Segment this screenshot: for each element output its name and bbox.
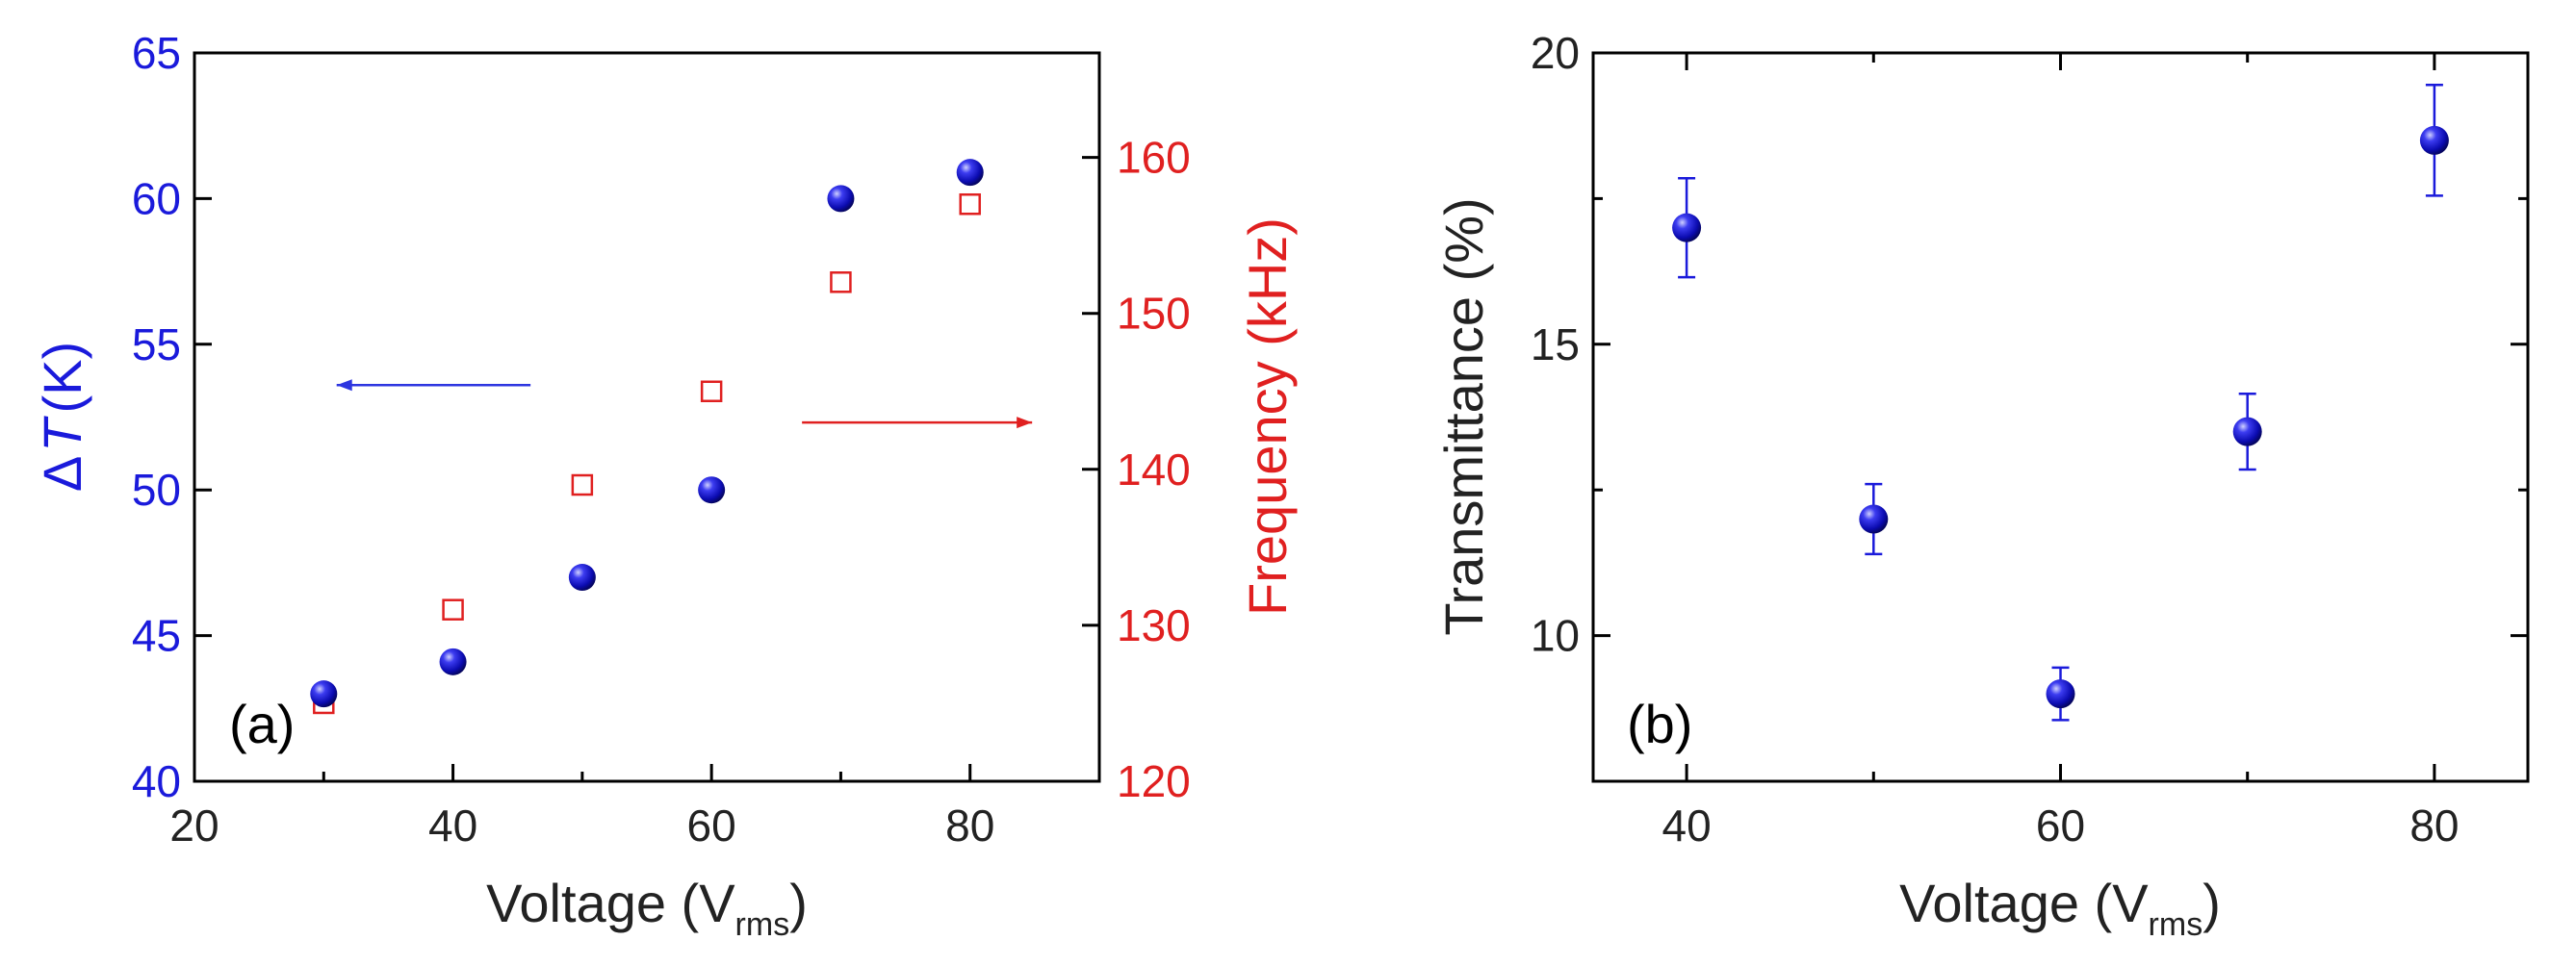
panel-a-delta-t-series: [310, 159, 984, 708]
panel-a-delta-t-point: [956, 159, 984, 187]
panel-a-annotations: [336, 379, 1033, 429]
panel-b-transmittance-series: [1672, 84, 2449, 722]
panel-b-y-ticks: 10 15 20: [1531, 28, 2528, 661]
panel-a-x-tick-label: 40: [428, 801, 477, 851]
panel-a-right-y-ticks: 120 130 140 150 160: [1082, 133, 1191, 806]
panel-a-delta-t-point: [568, 564, 596, 592]
panel-b-x-ticks: 40 60 80: [1662, 53, 2459, 851]
panel-a-left-y-tick-label: 40: [132, 756, 181, 806]
panel-b-y-tick-label: 10: [1531, 611, 1580, 661]
panel-a-frequency-point: [830, 271, 852, 293]
panel-a-delta-t-point: [310, 680, 338, 708]
panel-b-transmittance-point: [2046, 679, 2075, 709]
panel-a-arrow-head: [336, 379, 352, 392]
panel-a-x-tick-label: 60: [687, 801, 736, 851]
panel-a-delta-t-point: [698, 476, 726, 504]
panel-b-transmittance-point: [1672, 213, 1702, 242]
panel-a-delta-t-point: [439, 648, 467, 675]
panel-a-frequency-point: [442, 598, 464, 621]
panel-b-chart: 40 60 80 10 15 20 (b) Voltage (Vrms) Transmi…: [1433, 28, 2530, 943]
panel-a-frequency-point: [700, 380, 723, 403]
panel-a-x-axis-title: Voltage (Vrms): [486, 873, 808, 943]
panel-a-left-y-tick-label: 55: [132, 319, 181, 369]
panel-a-right-y-tick-label: 130: [1117, 600, 1191, 650]
panel-b-transmittance-point: [2232, 417, 2262, 446]
panel-a-left-y-tick-label: 45: [132, 611, 181, 661]
panel-a-x-tick-label: 80: [945, 801, 994, 851]
panel-b-y-tick-label: 15: [1531, 319, 1580, 369]
panel-a-right-y-axis-title: Frequency (kHz): [1237, 217, 1298, 616]
panel-b-label: (b): [1627, 694, 1692, 754]
panel-a-x-ticks: 20 40 60 80: [169, 764, 994, 851]
panel-a-right-y-tick-label: 160: [1117, 133, 1191, 183]
panel-a-frequency-series: [313, 192, 981, 715]
panel-a-delta-t-point: [827, 185, 855, 213]
panel-a-left-y-axis-title: ΔT(K): [32, 342, 92, 492]
panel-a-right-y-tick-label: 120: [1117, 756, 1191, 806]
panel-a-label: (a): [229, 694, 295, 754]
panel-a-right-y-tick-label: 140: [1117, 445, 1191, 495]
panel-a-arrow-head: [1017, 417, 1033, 429]
panel-b-transmittance-point: [1859, 504, 1889, 534]
panel-a-x-tick-label: 20: [169, 801, 219, 851]
panel-b-transmittance-point: [2419, 125, 2449, 155]
panel-a-left-y-tick-label: 65: [132, 28, 181, 78]
panel-b-y-axis-title: Transmittance (%): [1433, 197, 1494, 635]
panel-b-x-tick-label: 40: [1662, 801, 1712, 851]
panel-a-left-y-tick-label: 60: [132, 173, 181, 223]
panel-b-y-tick-label: 20: [1531, 28, 1580, 78]
panel-a-right-y-tick-label: 150: [1117, 289, 1191, 339]
panel-a-left-y-ticks: 40 45 50 55 60 65: [132, 28, 212, 806]
panel-b-x-axis-title: Voltage (Vrms): [1899, 873, 2221, 943]
panel-a-plot-frame: [193, 51, 1101, 783]
panel-a-frequency-point: [571, 473, 594, 496]
panel-a-frequency-point: [959, 192, 981, 216]
panel-b-x-tick-label: 60: [2036, 801, 2085, 851]
panel-a-left-y-tick-label: 50: [132, 465, 181, 515]
panel-b-x-tick-label: 80: [2409, 801, 2459, 851]
